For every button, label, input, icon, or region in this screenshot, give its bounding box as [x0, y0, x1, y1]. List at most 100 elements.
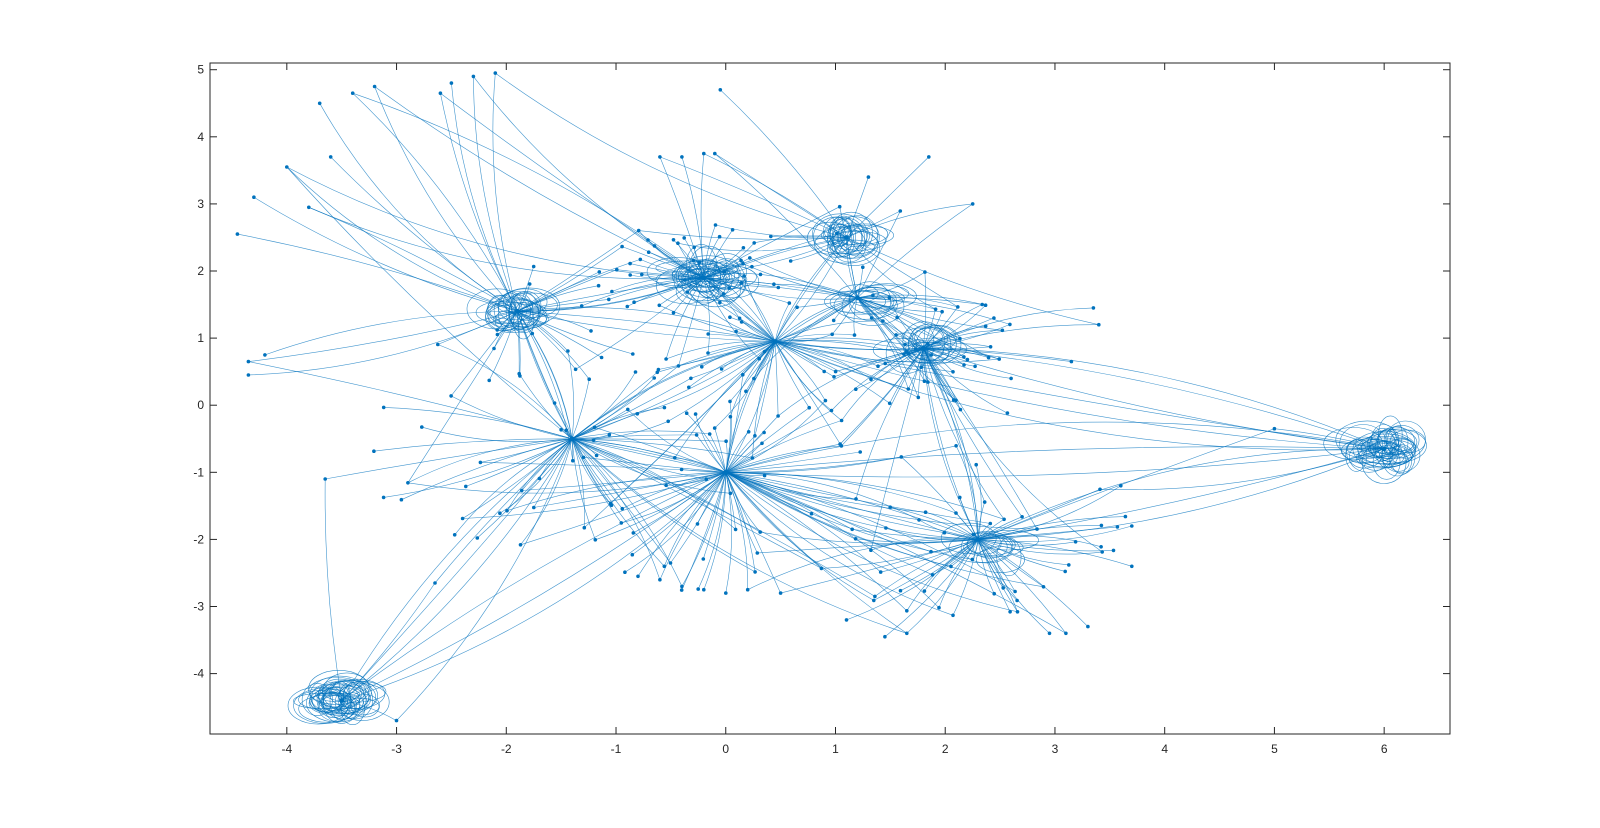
graph-node	[1020, 515, 1024, 519]
graph-node	[883, 361, 887, 366]
graph-node	[907, 352, 911, 356]
graph-edge	[373, 438, 573, 452]
graph-edge	[725, 410, 832, 473]
self-loop	[839, 224, 870, 247]
graph-node	[657, 303, 662, 308]
graph-node	[873, 594, 877, 599]
graph-edge	[517, 311, 776, 342]
graph-edge	[743, 275, 776, 342]
graph-node	[631, 352, 635, 356]
graph-edge	[774, 341, 832, 411]
graph-node	[728, 491, 733, 496]
graph-edge	[857, 296, 958, 308]
graph-edge	[571, 438, 665, 567]
graph-edge	[571, 371, 636, 440]
self-loop	[901, 327, 943, 346]
graph-node	[728, 414, 733, 419]
graph-node	[832, 375, 836, 379]
self-loop	[848, 289, 906, 308]
graph-edge	[774, 302, 790, 342]
graph-node	[307, 205, 311, 210]
self-loop	[309, 689, 352, 713]
graph-node	[246, 359, 251, 364]
graph-node	[727, 286, 731, 290]
graph-node	[927, 155, 931, 159]
self-loop	[317, 678, 362, 710]
self-loop	[833, 290, 898, 320]
graph-edge	[896, 317, 924, 349]
graph-node	[1069, 359, 1074, 364]
graph-node	[758, 530, 762, 534]
graph-edge	[870, 348, 924, 551]
graph-edge	[725, 407, 810, 473]
graph-edge	[725, 421, 1385, 473]
graph-node	[923, 270, 927, 274]
graph-edge	[923, 347, 954, 373]
self-loop	[1376, 426, 1415, 455]
graph-node	[795, 305, 799, 310]
graph-edge	[571, 438, 622, 524]
graph-edge	[714, 153, 858, 298]
graph-edge	[407, 438, 573, 484]
graph-node	[762, 430, 766, 435]
graph-edge	[690, 341, 776, 379]
graph-node	[527, 282, 532, 286]
self-loop	[487, 303, 548, 331]
graph-edge	[325, 438, 573, 480]
self-loop	[318, 679, 376, 715]
graph-node	[1047, 631, 1052, 636]
graph-node	[518, 543, 523, 547]
nodes-layer	[235, 71, 1387, 723]
graph-edge	[341, 700, 397, 721]
graph-edge	[925, 511, 979, 540]
graph-edge	[352, 92, 704, 278]
graph-node	[719, 367, 724, 371]
graph-edge	[341, 472, 726, 701]
graph-edge	[688, 341, 776, 388]
graph-edge	[286, 166, 518, 312]
graph-edge	[703, 277, 776, 342]
graph-edge	[918, 348, 924, 398]
graph-node	[752, 376, 756, 381]
graph-node	[646, 250, 651, 254]
graph-node	[1063, 569, 1067, 574]
graph-edge	[774, 341, 779, 417]
graph-edge	[473, 76, 704, 278]
graph-edge	[648, 251, 704, 278]
self-loop	[1361, 441, 1407, 484]
self-loop	[911, 339, 944, 361]
self-loop	[1335, 420, 1400, 459]
graph-edge	[517, 259, 641, 312]
graph-node	[982, 500, 987, 504]
self-loop	[910, 325, 935, 352]
graph-edge	[703, 277, 776, 342]
graph-edge	[571, 341, 776, 440]
graph-edge	[571, 438, 661, 580]
graph-node	[1091, 306, 1096, 310]
graph-edge	[497, 311, 518, 335]
graph-node	[702, 587, 706, 592]
x-tick-label: -4	[281, 742, 292, 756]
graph-node	[285, 165, 289, 169]
axes-box	[209, 62, 1451, 735]
graph-edge	[517, 299, 609, 312]
self-loop	[681, 263, 727, 304]
graph-edge	[725, 472, 979, 540]
graph-edge	[572, 438, 726, 473]
graph-node	[619, 521, 624, 525]
graph-node	[696, 587, 700, 591]
graph-edge	[517, 311, 573, 439]
graph-node	[988, 345, 993, 349]
graph-node	[899, 455, 904, 459]
graph-node	[712, 426, 717, 430]
graph-node	[693, 412, 698, 416]
graph-edge	[889, 348, 924, 404]
self-loop	[695, 258, 722, 299]
graph-edge	[923, 347, 1385, 450]
graph-node	[449, 81, 454, 85]
graph-node	[498, 511, 502, 515]
graph-edge	[923, 272, 927, 349]
graph-edge	[725, 341, 776, 473]
graph-node	[623, 570, 627, 574]
